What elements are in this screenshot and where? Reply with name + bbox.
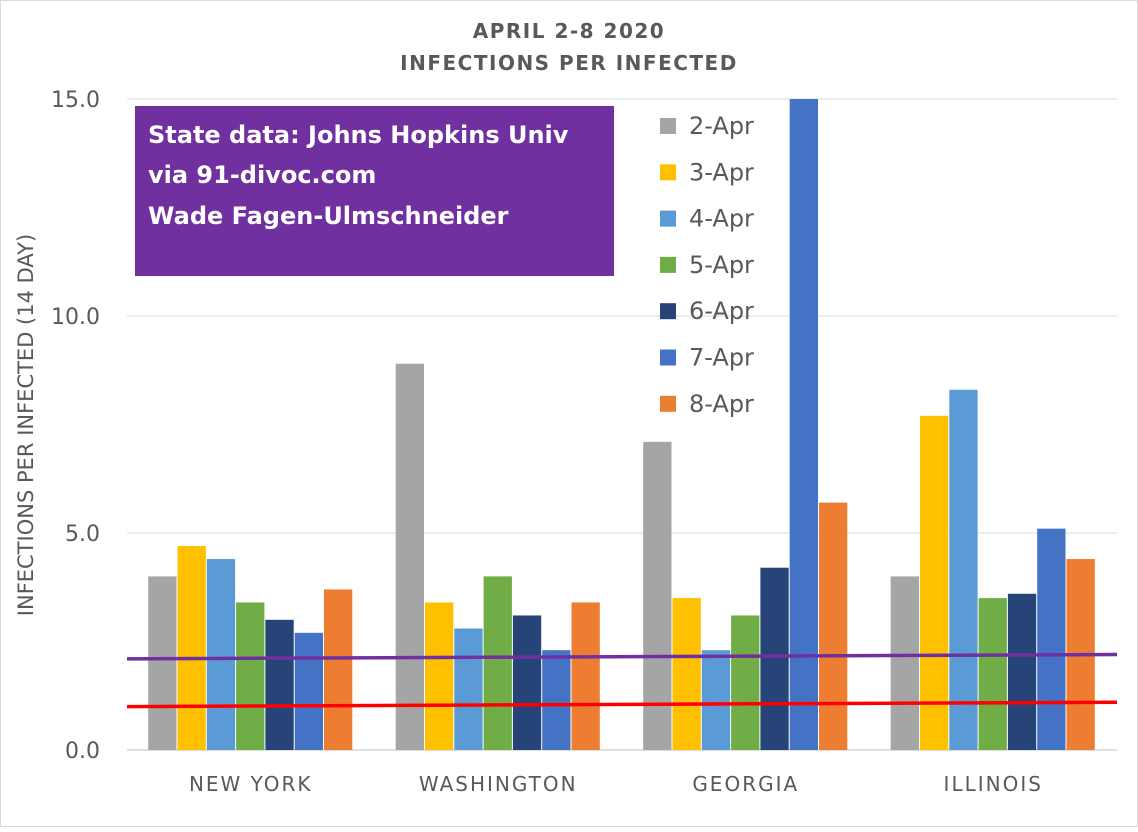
bar — [148, 576, 177, 750]
reference-line — [126, 700, 1118, 709]
annotation-background — [135, 106, 614, 276]
legend-swatch — [660, 395, 676, 412]
bar — [672, 598, 701, 750]
legend-swatch — [660, 118, 676, 134]
bar — [920, 415, 949, 750]
legend-label: 2-Apr — [689, 112, 754, 140]
chart-title: APRIL 2-8 2020 — [473, 19, 665, 43]
annotation-line-1: State data: Johns Hopkins Univ — [148, 121, 569, 149]
bar — [206, 559, 236, 750]
bar — [890, 576, 919, 750]
y-tick-label: 15.0 — [51, 88, 100, 113]
x-tick-label: WASHINGTON — [419, 772, 578, 796]
bar — [512, 615, 542, 750]
bar — [265, 619, 294, 750]
annotation-line-2: via 91-divoc.com — [148, 161, 376, 189]
x-tick-label: NEW YORK — [189, 772, 313, 796]
legend-label: 6-Apr — [689, 297, 754, 325]
annotation-line-3: Wade Fagen-Ulmschneider — [148, 202, 509, 230]
y-tick-label: 0.0 — [65, 739, 100, 764]
legend-label: 3-Apr — [689, 158, 754, 186]
legend-swatch — [660, 256, 676, 273]
bar — [949, 389, 978, 750]
legend-label: 7-Apr — [689, 344, 754, 372]
bar — [643, 441, 672, 750]
chart-subtitle: INFECTIONS PER INFECTED — [400, 51, 738, 75]
legend-swatch — [660, 164, 676, 181]
bar — [701, 650, 731, 750]
bar — [294, 632, 323, 750]
reference-lines — [126, 652, 1118, 709]
legend-label: 8-Apr — [689, 390, 754, 418]
reference-line — [126, 652, 1118, 661]
legend-label: 4-Apr — [689, 205, 754, 233]
bar — [425, 602, 454, 750]
bar — [978, 598, 1007, 750]
y-tick-label: 5.0 — [65, 522, 100, 547]
bar — [177, 546, 206, 750]
bar — [819, 502, 848, 750]
bar — [324, 589, 353, 750]
bar — [789, 99, 818, 750]
bar — [1007, 593, 1037, 750]
y-tick-label: 10.0 — [51, 305, 100, 330]
y-axis-ticks: 0.0 5.0 10.0 15.0 — [51, 88, 100, 764]
bar — [542, 650, 571, 750]
legend: 2-Apr 3-Apr 4-Apr 5-Apr 6-Apr 7-Apr 8-Apr — [660, 112, 754, 418]
bar — [236, 602, 265, 750]
y-axis-label: INFECTIONS PER INFECTED (14 DAY) — [14, 234, 38, 616]
legend-label: 5-Apr — [689, 251, 754, 279]
annotation-box: State data: Johns Hopkins Univ via 91-di… — [135, 106, 614, 276]
bars — [148, 99, 1095, 750]
legend-swatch — [660, 210, 676, 227]
bar — [760, 567, 789, 750]
x-axis-ticks: NEW YORK WASHINGTON GEORGIA ILLINOIS — [189, 772, 1043, 796]
legend-swatch — [660, 349, 676, 366]
bar — [1037, 528, 1066, 750]
bar — [483, 576, 512, 750]
bar — [731, 615, 760, 750]
bar — [395, 363, 424, 750]
x-tick-label: GEORGIA — [692, 772, 799, 796]
bar — [454, 628, 483, 750]
legend-swatch — [660, 303, 676, 320]
bar — [571, 602, 600, 750]
x-tick-label: ILLINOIS — [944, 772, 1043, 796]
